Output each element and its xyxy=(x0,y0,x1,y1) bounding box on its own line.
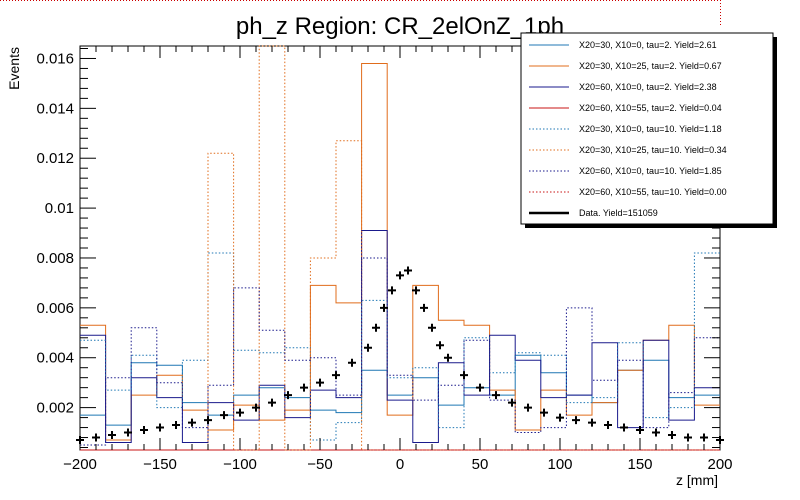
data-point xyxy=(668,431,676,440)
data-point xyxy=(348,358,356,367)
y-tick-label: 0.002 xyxy=(36,400,74,417)
data-point xyxy=(428,323,436,332)
data-point xyxy=(388,286,396,295)
data-point xyxy=(460,371,468,380)
data-point xyxy=(420,303,428,312)
y-tick-label: 0.012 xyxy=(36,150,74,167)
data-point xyxy=(188,418,196,427)
data-point xyxy=(268,398,276,407)
y-axis-label: Events xyxy=(6,47,22,90)
data-point xyxy=(588,418,596,427)
data-point xyxy=(204,416,212,425)
data-point xyxy=(508,398,516,407)
legend-entry-label: X20=60, X10=0, tau=10. Yield=1.85 xyxy=(579,166,722,176)
legend-box xyxy=(520,32,774,225)
x-tick-label: 100 xyxy=(547,456,572,473)
x-tick-label: 50 xyxy=(472,456,489,473)
legend-entry-label: X20=30, X10=0, tau=2. Yield=2.61 xyxy=(579,40,717,50)
x-tick-label: 0 xyxy=(396,456,404,473)
data-point xyxy=(492,391,500,400)
series-5-step xyxy=(80,252,720,441)
data-point xyxy=(636,426,644,435)
x-tick-label: −100 xyxy=(223,456,257,473)
legend-entry-label: X20=60, X10=0, tau=2. Yield=2.38 xyxy=(579,82,717,92)
series-7-step xyxy=(80,257,720,446)
data-point xyxy=(404,266,412,275)
y-tick-label: 0.004 xyxy=(36,350,74,367)
legend-entry-label: X20=60, X10=55, tau=10. Yield=0.00 xyxy=(579,187,727,197)
data-point xyxy=(380,303,388,312)
data-point xyxy=(284,391,292,400)
data-point xyxy=(140,426,148,435)
data-point xyxy=(620,423,628,432)
data-point xyxy=(332,371,340,380)
data-point xyxy=(436,341,444,350)
data-point xyxy=(220,411,228,420)
data-point xyxy=(108,431,116,440)
legend-entry-label: X20=30, X10=25, tau=2. Yield=0.67 xyxy=(579,61,722,71)
data-point xyxy=(396,271,404,280)
data-point xyxy=(316,378,324,387)
data-point xyxy=(476,383,484,392)
data-point xyxy=(444,353,452,362)
data-point xyxy=(156,423,164,432)
data-point xyxy=(572,416,580,425)
legend: X20=30, X10=0, tau=2. Yield=2.61 X20=30, … xyxy=(520,32,777,228)
plot-area: −200 −150 −100 −50 0 50 100 150 200 0.002 0.004 0.0… xyxy=(36,45,733,473)
data-point xyxy=(540,408,548,417)
data-point xyxy=(372,323,380,332)
data-point xyxy=(172,421,180,430)
legend-entry-label: X20=30, X10=25, tau=10. Yield=0.34 xyxy=(579,145,727,155)
x-axis-label: z [mm] xyxy=(676,472,718,488)
legend-entry-label: X20=60, X10=55, tau=2. Yield=0.04 xyxy=(579,103,722,113)
x-tick-label: −200 xyxy=(63,456,97,473)
legend-entry-label: Data. Yield=151059 xyxy=(579,208,658,218)
y-tick-label: 0.01 xyxy=(45,200,74,217)
chart-title: ph_z Region: CR_2elOnZ_1ph xyxy=(236,13,564,40)
data-point xyxy=(92,433,100,442)
y-tick-label: 0.016 xyxy=(36,50,74,67)
data-point xyxy=(700,433,708,442)
data-point xyxy=(236,408,244,417)
data-point xyxy=(412,286,420,295)
y-tick-label: 0.006 xyxy=(36,300,74,317)
data-point xyxy=(364,343,372,352)
data-point xyxy=(124,428,132,437)
data-point xyxy=(252,403,260,412)
data-point xyxy=(604,421,612,430)
x-tick-label: −50 xyxy=(307,456,332,473)
x-tick-label: 200 xyxy=(707,456,732,473)
series-2-step xyxy=(80,63,720,441)
x-tick-label: 150 xyxy=(627,456,652,473)
y-tick-label: 0.014 xyxy=(36,100,74,117)
series-3-step xyxy=(80,230,720,443)
legend-entry-label: X20=30, X10=0, tau=10. Yield=1.18 xyxy=(579,124,722,134)
data-point xyxy=(556,413,564,422)
data-point xyxy=(300,383,308,392)
data-point xyxy=(652,428,660,437)
data-point xyxy=(684,433,692,442)
y-tick-label: 0.008 xyxy=(36,250,74,267)
x-tick-label: −150 xyxy=(143,456,177,473)
data-point xyxy=(524,403,532,412)
data-points xyxy=(76,266,724,445)
